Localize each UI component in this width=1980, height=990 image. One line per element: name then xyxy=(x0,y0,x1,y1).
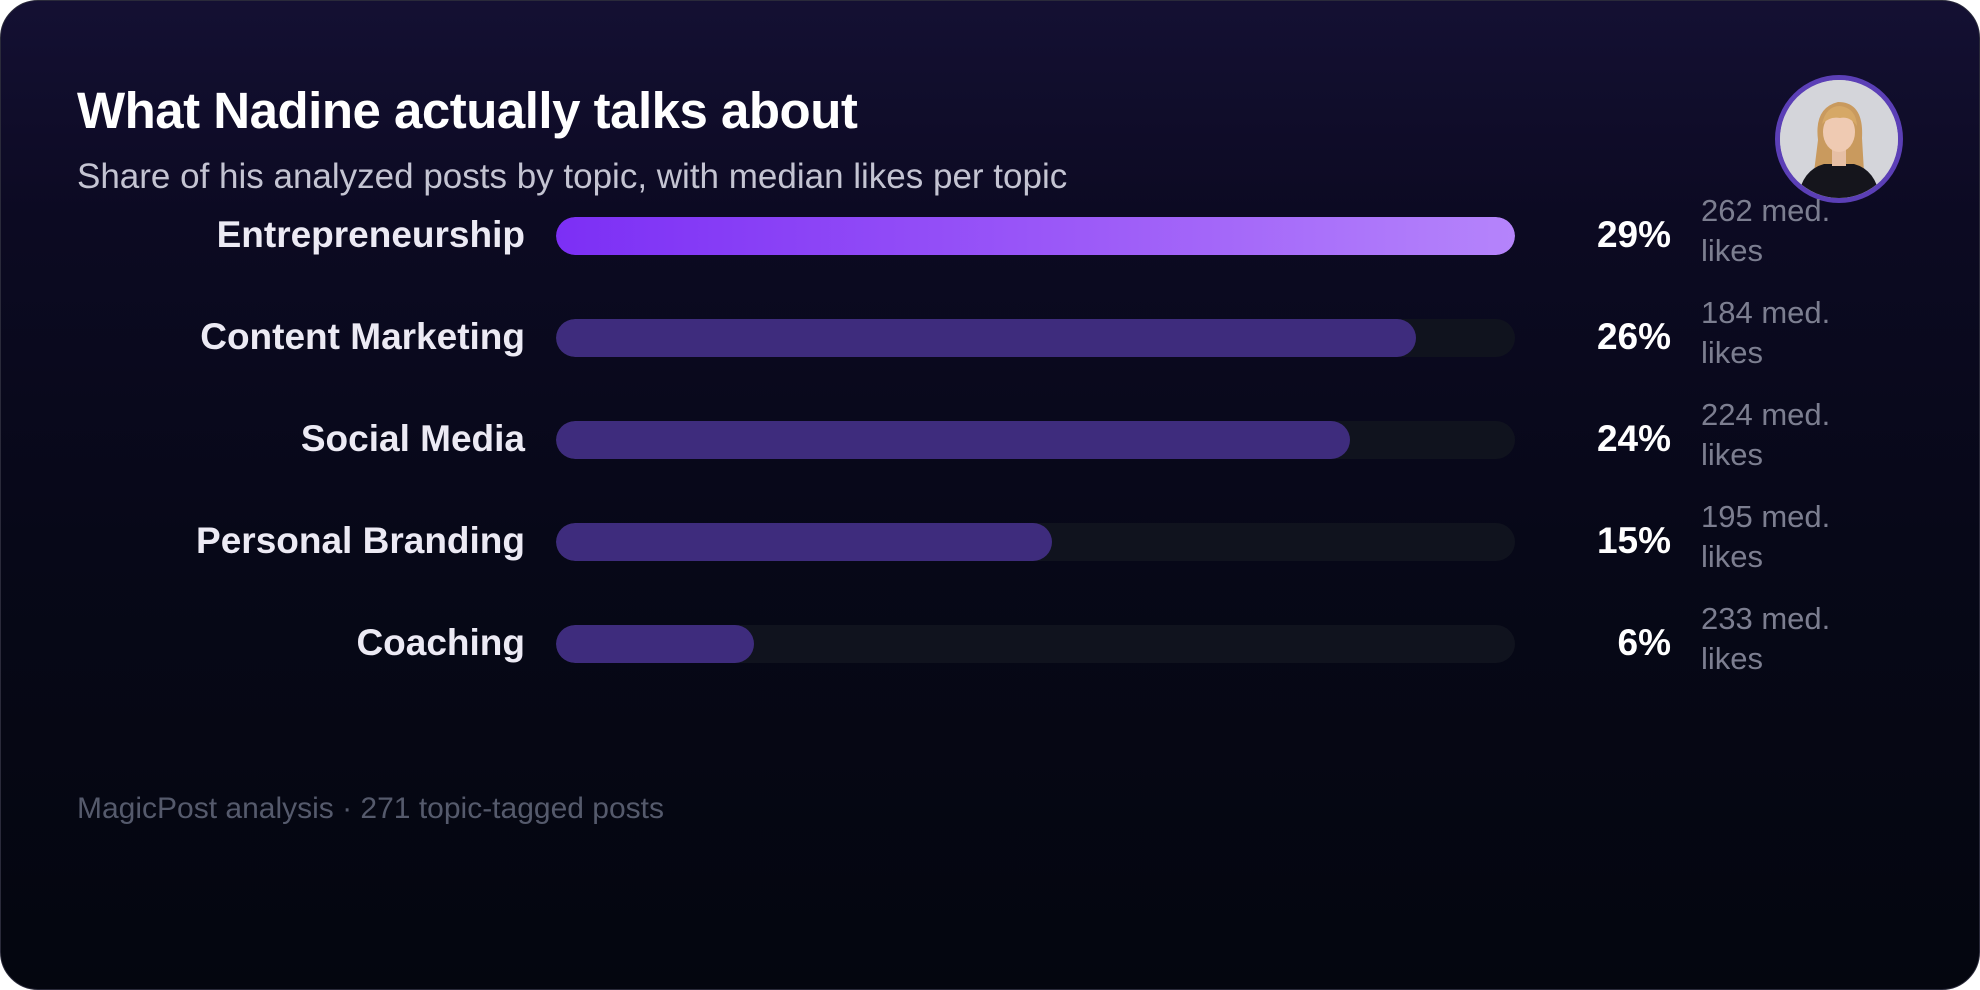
bar-row: Coaching 6% 233 med. likes xyxy=(1,601,1979,683)
median-likes-label: 184 med. likes xyxy=(1701,295,1831,370)
chart-title: What Nadine actually talks about xyxy=(77,82,858,139)
bar-row: Content Marketing 26% 184 med. likes xyxy=(1,295,1979,377)
bar-category-label: Social Media xyxy=(300,418,525,459)
chart-subtitle: Share of his analyzed posts by topic, wi… xyxy=(77,157,1068,196)
bar-value-label: 29% xyxy=(1596,214,1671,255)
bar-value-label: 15% xyxy=(1596,520,1671,561)
median-likes-label: 195 med. likes xyxy=(1701,499,1831,574)
bar-fill xyxy=(556,625,755,663)
median-likes-label: 224 med. likes xyxy=(1701,397,1831,472)
bar-value-label: 6% xyxy=(1617,622,1671,663)
bar-row: Entrepreneurship 29% 262 med. likes xyxy=(1,193,1979,275)
bar-category-label: Entrepreneurship xyxy=(216,214,525,255)
bar-track xyxy=(556,625,1515,663)
avatar xyxy=(1775,75,1903,203)
bar-track xyxy=(556,421,1515,459)
median-likes-label: 262 med. likes xyxy=(1701,193,1831,268)
bar-fill xyxy=(556,421,1350,459)
bar-fill xyxy=(556,523,1053,561)
bar-value-label: 26% xyxy=(1596,316,1671,357)
bar-fill xyxy=(556,319,1416,357)
bar-value-label: 24% xyxy=(1596,418,1671,459)
bar-track xyxy=(556,319,1515,357)
bar-category-label: Coaching xyxy=(356,622,525,663)
chart-footer: MagicPost analysis · 271 topic-tagged po… xyxy=(77,792,664,825)
bar-category-label: Content Marketing xyxy=(200,316,525,357)
bar-row: Social Media 24% 224 med. likes xyxy=(1,397,1979,479)
bar-track xyxy=(556,523,1515,561)
bar-row: Personal Branding 15% 195 med. likes xyxy=(1,499,1979,581)
bar-track xyxy=(556,217,1515,255)
median-likes-label: 233 med. likes xyxy=(1701,601,1831,676)
bar-fill xyxy=(556,217,1515,255)
bar-category-label: Personal Branding xyxy=(196,520,525,561)
person-photo-icon xyxy=(1780,80,1898,198)
